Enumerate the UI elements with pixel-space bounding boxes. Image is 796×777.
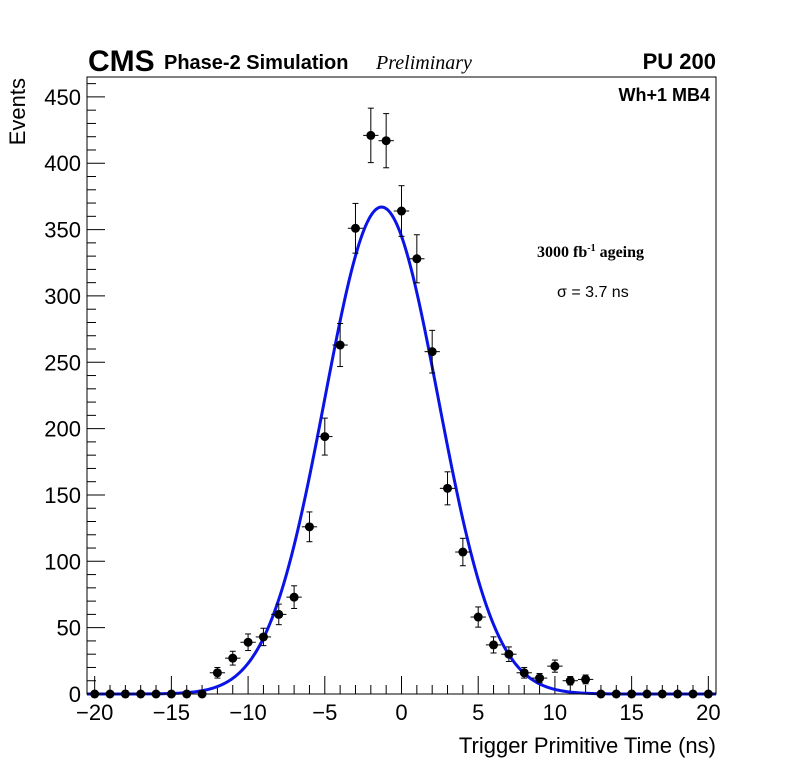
point-marker xyxy=(473,612,483,622)
point-marker xyxy=(427,347,437,357)
point-marker xyxy=(504,649,514,659)
ageing-exponent: -1 xyxy=(587,243,595,254)
point-marker xyxy=(366,130,376,140)
x-tick-label: −20 xyxy=(76,700,113,725)
data-point xyxy=(470,606,486,628)
point-marker xyxy=(489,640,499,650)
y-tick-label: 350 xyxy=(44,218,81,243)
point-marker xyxy=(519,668,529,678)
y-tick-label: 150 xyxy=(44,483,81,508)
point-marker xyxy=(381,136,391,146)
ageing-label: 3000 fb-1 ageing xyxy=(537,243,644,261)
point-marker xyxy=(212,668,222,678)
y-tick-label: 100 xyxy=(44,549,81,574)
data-point xyxy=(347,202,364,254)
x-tick-label: −15 xyxy=(153,700,190,725)
data-point xyxy=(240,633,256,652)
point-marker xyxy=(550,661,560,671)
x-tick-label: −5 xyxy=(312,700,337,725)
y-tick-label: 200 xyxy=(44,417,81,442)
data-point xyxy=(516,666,532,679)
point-marker xyxy=(320,432,330,442)
y-tick-label: 300 xyxy=(44,284,81,309)
point-marker xyxy=(335,340,345,350)
point-marker xyxy=(581,674,591,684)
x-tick-label: 15 xyxy=(619,700,643,725)
data-point xyxy=(301,511,318,543)
data-point xyxy=(271,603,287,626)
point-marker xyxy=(443,483,453,493)
pileup-label: PU 200 xyxy=(643,49,716,74)
x-tick-label: −10 xyxy=(229,700,266,725)
point-marker xyxy=(274,609,284,619)
data-point xyxy=(393,185,410,237)
x-tick-labels: −20 −15 −10 −5 0 5 10 15 20 xyxy=(76,700,721,725)
x-tick-label: 20 xyxy=(696,700,720,725)
x-axis-title: Trigger Primitive Time (ns) xyxy=(459,733,716,758)
ageing-prefix: 3000 fb xyxy=(537,244,587,261)
data-point xyxy=(286,585,302,609)
y-tick-label: 400 xyxy=(44,151,81,176)
data-point xyxy=(424,329,440,374)
data-point xyxy=(409,234,425,284)
data-point xyxy=(332,323,348,368)
point-marker xyxy=(397,206,406,216)
data-point xyxy=(501,646,517,662)
data-point xyxy=(363,107,379,164)
ageing-suffix: ageing xyxy=(596,244,644,261)
data-point xyxy=(378,113,394,169)
data-point xyxy=(547,659,563,673)
data-point xyxy=(225,650,241,666)
data-point xyxy=(439,471,456,506)
station-label: Wh+1 MB4 xyxy=(618,85,710,105)
point-marker xyxy=(350,223,360,233)
data-point xyxy=(455,537,471,567)
point-marker xyxy=(243,637,253,647)
point-marker xyxy=(304,522,314,532)
experiment-label: CMS xyxy=(88,45,155,78)
data-point xyxy=(562,676,578,686)
plot-frame xyxy=(86,76,717,695)
point-marker xyxy=(289,592,299,602)
y-axis-title: Events xyxy=(5,78,30,145)
point-marker xyxy=(412,254,422,264)
data-point xyxy=(209,666,226,679)
y-tick-label: 0 xyxy=(69,682,81,707)
y-tick-labels: 0 50 100 150 200 250 300 350 400 450 xyxy=(44,85,81,707)
data-point xyxy=(485,636,502,654)
point-marker xyxy=(565,676,575,686)
data-point xyxy=(577,674,594,685)
y-tick-label: 250 xyxy=(44,350,81,375)
data-point xyxy=(531,672,548,684)
x-tick-label: 10 xyxy=(543,700,567,725)
y-tick-label: 50 xyxy=(57,616,81,641)
data-point xyxy=(255,627,272,647)
sigma-label: σ = 3.7 ns xyxy=(557,284,629,301)
x-tick-label: 0 xyxy=(395,700,407,725)
subtitle-label: Phase-2 Simulation xyxy=(164,52,349,74)
point-marker xyxy=(535,673,545,683)
point-marker xyxy=(228,653,238,663)
status-label: Preliminary xyxy=(375,52,472,74)
y-tick-label: 450 xyxy=(44,85,81,110)
point-marker xyxy=(258,632,268,642)
data-point xyxy=(317,417,333,456)
x-tick-label: 5 xyxy=(472,700,484,725)
point-marker xyxy=(458,547,468,557)
